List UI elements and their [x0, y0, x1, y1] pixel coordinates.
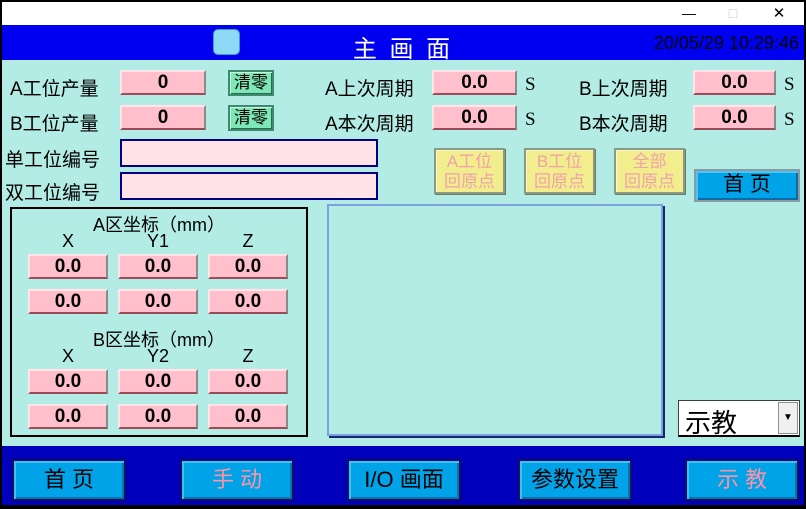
nav-teach-button[interactable]: 示 教: [685, 459, 799, 501]
area-b-r2-z: 0.0: [208, 404, 288, 429]
nav-home-button[interactable]: 首 页: [12, 459, 126, 501]
counter-b-label: B工位产量: [10, 114, 99, 135]
area-a-title: A区坐标（mm）: [93, 215, 225, 235]
mode-dropdown[interactable]: 示教 ▼: [678, 400, 800, 438]
origin-b-line2: 回原点: [534, 172, 585, 191]
origin-a-line2: 回原点: [444, 172, 495, 191]
cycle-b-current-label: B本次周期: [579, 114, 668, 135]
cycle-a-current-unit: S: [525, 109, 536, 130]
cycle-a-last-unit: S: [525, 74, 536, 95]
origin-a-button[interactable]: A工位 回原点: [434, 148, 505, 194]
close-icon[interactable]: ✕: [772, 5, 786, 22]
area-b-header-z: Z: [242, 346, 254, 366]
area-a-r1-z: 0.0: [208, 254, 288, 279]
area-a-header-y1: Y1: [146, 231, 170, 251]
area-a-header-x: X: [61, 231, 74, 251]
nav-io-screen-button[interactable]: I/O 画面: [347, 459, 461, 501]
cycle-a-current-value: 0.0: [432, 105, 517, 130]
cycle-b-last-label: B上次周期: [579, 79, 668, 100]
cycle-a-current-label: A本次周期: [325, 114, 414, 135]
double-station-id-label: 双工位编号: [5, 183, 101, 204]
area-a-r2-y1: 0.0: [118, 289, 198, 314]
cycle-b-current-value: 0.0: [693, 105, 776, 130]
mode-dropdown-value: 示教: [685, 408, 738, 438]
single-station-id-label: 单工位编号: [5, 150, 101, 171]
clear-a-button[interactable]: 清零: [228, 70, 274, 96]
area-a-header-z: Z: [242, 231, 254, 251]
cycle-b-last-value: 0.0: [693, 70, 776, 95]
area-b-r1-x: 0.0: [28, 369, 108, 394]
counter-b-value: 0: [120, 105, 206, 130]
message-panel: [327, 204, 663, 436]
area-b-header-x: X: [61, 346, 74, 366]
double-station-id-input[interactable]: [120, 172, 378, 200]
cycle-b-last-unit: S: [784, 74, 795, 95]
single-station-id-input[interactable]: [120, 139, 378, 167]
page-title: 主 画 面: [352, 36, 454, 63]
main-content: A工位产量 0 清零 A上次周期 0.0 S B上次周期 0.0 S B工位产量…: [2, 60, 804, 446]
counter-a-label: A工位产量: [10, 79, 99, 100]
home-page-button[interactable]: 首 页: [694, 169, 800, 202]
area-b-title: B区坐标（mm）: [93, 330, 225, 350]
area-b-r1-z: 0.0: [208, 369, 288, 394]
minimize-icon[interactable]: —: [682, 5, 696, 21]
cycle-b-current-unit: S: [784, 109, 795, 130]
area-a-r1-x: 0.0: [28, 254, 108, 279]
clear-b-button[interactable]: 清零: [228, 105, 274, 131]
screen-indicator-icon: [213, 29, 240, 55]
header-bar: 主 画 面 20/05/29 10:29:46: [2, 25, 804, 63]
area-a-r2-x: 0.0: [28, 289, 108, 314]
window-titlebar: — □ ✕: [2, 2, 804, 25]
maximize-icon[interactable]: □: [728, 5, 738, 21]
coordinates-panel: A区坐标（mm） X Y1 Z 0.0 0.0 0.0 0.0 0.0 0.0 …: [10, 207, 308, 437]
origin-all-line1: 全部: [632, 152, 667, 171]
origin-all-button[interactable]: 全部 回原点: [614, 148, 685, 194]
origin-b-button[interactable]: B工位 回原点: [524, 148, 595, 194]
cycle-a-last-label: A上次周期: [325, 79, 414, 100]
origin-b-line1: B工位: [536, 152, 583, 171]
area-b-header-y2: Y2: [146, 346, 170, 366]
nav-bar: 首 页 手 动 I/O 画面 参数设置 示 教: [2, 446, 804, 505]
area-a-r1-y1: 0.0: [118, 254, 198, 279]
area-b-r2-x: 0.0: [28, 404, 108, 429]
cycle-a-last-value: 0.0: [432, 70, 517, 95]
datetime-display: 20/05/29 10:29:46: [653, 33, 799, 53]
origin-all-line2: 回原点: [624, 172, 675, 191]
area-b-r1-y2: 0.0: [118, 369, 198, 394]
chevron-down-icon[interactable]: ▼: [778, 402, 798, 434]
area-b-r2-y2: 0.0: [118, 404, 198, 429]
nav-manual-button[interactable]: 手 动: [180, 459, 294, 501]
area-a-r2-z: 0.0: [208, 289, 288, 314]
origin-a-line1: A工位: [446, 152, 493, 171]
counter-a-value: 0: [120, 70, 206, 95]
nav-parameter-settings-button[interactable]: 参数设置: [518, 459, 632, 501]
